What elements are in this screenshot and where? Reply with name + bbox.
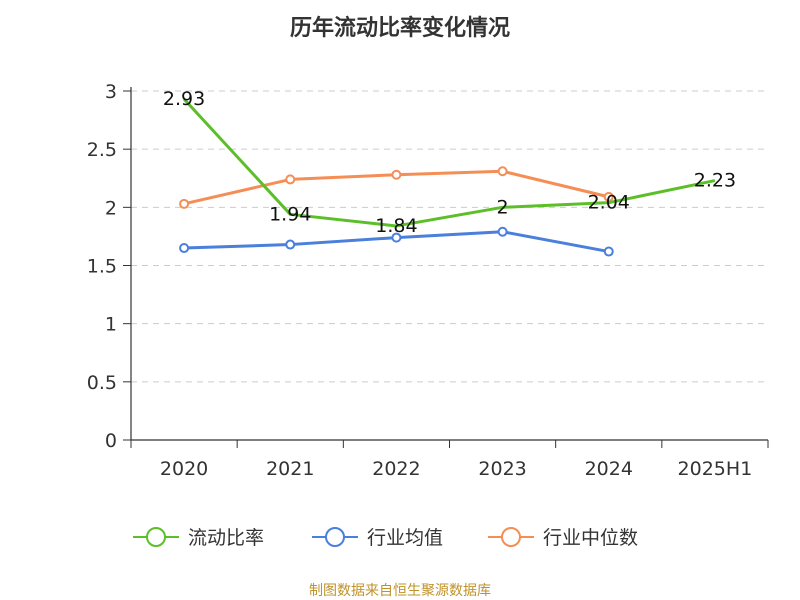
y-tick-label: 0 bbox=[105, 430, 117, 452]
data-label: 2.23 bbox=[694, 170, 736, 192]
x-tick-label: 2025H1 bbox=[678, 458, 753, 480]
data-point bbox=[391, 232, 402, 243]
data-point bbox=[603, 246, 614, 257]
data-label: 2 bbox=[497, 196, 509, 218]
legend-label: 行业中位数 bbox=[543, 527, 638, 549]
y-tick-label: 1 bbox=[105, 314, 117, 336]
data-label: 1.84 bbox=[375, 215, 417, 237]
data-point bbox=[179, 198, 190, 209]
series-line bbox=[182, 98, 716, 228]
x-tick-label: 2021 bbox=[266, 458, 314, 480]
data-point bbox=[179, 243, 190, 254]
x-tick-label: 2023 bbox=[478, 458, 526, 480]
chart-title: 历年流动比率变化情况 bbox=[289, 16, 510, 41]
data-point bbox=[497, 166, 508, 177]
data-point bbox=[603, 191, 614, 202]
data-point bbox=[391, 169, 402, 180]
y-tick-label: 3 bbox=[105, 81, 117, 103]
data-label: 1.94 bbox=[269, 203, 311, 225]
source-note: 制图数据来自恒生聚源数据库 bbox=[309, 583, 491, 599]
legend-marker bbox=[325, 527, 345, 547]
x-tick-label: 2020 bbox=[160, 458, 208, 480]
x-tick-label: 2022 bbox=[372, 458, 420, 480]
legend-label: 流动比率 bbox=[188, 527, 264, 549]
data-point bbox=[497, 226, 508, 237]
x-tick-label: 2024 bbox=[585, 458, 633, 480]
data-point bbox=[285, 174, 296, 185]
legend-marker bbox=[146, 527, 166, 547]
legend-marker bbox=[501, 527, 521, 547]
y-tick-label: 0.5 bbox=[87, 372, 117, 394]
data-label: 2.04 bbox=[588, 192, 630, 214]
y-tick-label: 2 bbox=[105, 197, 117, 219]
legend-label: 行业均值 bbox=[367, 527, 443, 549]
y-tick-label: 1.5 bbox=[87, 256, 117, 278]
y-tick-label: 2.5 bbox=[87, 139, 117, 161]
data-label: 2.93 bbox=[163, 88, 205, 110]
data-point bbox=[285, 239, 296, 250]
